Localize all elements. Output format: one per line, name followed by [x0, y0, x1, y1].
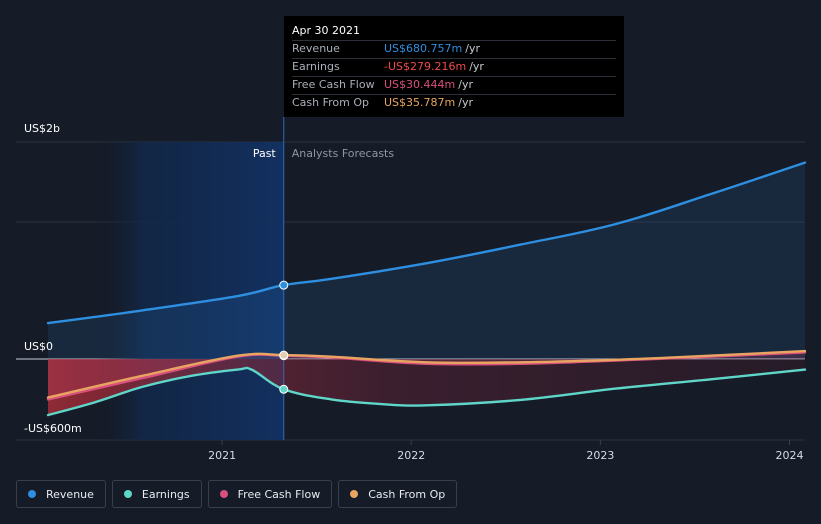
revenue-line	[46, 161, 807, 325]
tooltip-row-value: -US$279.216m	[384, 60, 467, 73]
tooltip-row-label: Free Cash Flow	[292, 78, 375, 91]
revenue-marker[interactable]	[279, 280, 289, 290]
axis-ticks: US$2b US$0 -US$600m 2021 2022 2023 2024	[24, 122, 803, 462]
tooltip-row-unit: /yr	[458, 96, 473, 109]
tooltip-row-value: US$35.787m	[384, 96, 456, 109]
tooltip-row-unit: /yr	[469, 60, 484, 73]
past-region	[95, 142, 284, 440]
x-tick-label: 2022	[397, 449, 425, 462]
past-label: Past	[253, 147, 277, 160]
legend-item-earnings[interactable]: Earnings	[111, 480, 202, 508]
legend-item-free-cash-flow[interactable]: Free Cash Flow	[207, 480, 333, 508]
legend-dot-icon	[219, 490, 228, 498]
earnings-marker[interactable]	[279, 384, 289, 394]
forecast-label: Analysts Forecasts	[292, 147, 395, 160]
legend-dot-icon	[123, 490, 132, 498]
tooltip-rows: Revenue US$680.757m/yr Earnings -US$279.216…	[292, 40, 616, 111]
y-tick-label: -US$600m	[24, 422, 82, 435]
x-tick-label: 2023	[586, 449, 614, 462]
x-tick-label: 2021	[208, 449, 236, 462]
y-tick-label: US$0	[24, 340, 53, 353]
legend: Revenue Earnings Free Cash Flow Cash From O…	[16, 480, 458, 508]
tooltip-row-revenue: Revenue US$680.757m/yr	[292, 40, 616, 57]
y-tick-label: US$2b	[24, 122, 60, 135]
earnings-area	[48, 359, 805, 416]
tooltip-row-label: Cash From Op	[292, 96, 370, 109]
earnings-line	[46, 366, 807, 417]
cash-from-op-line	[46, 349, 807, 399]
series-lines	[46, 161, 807, 417]
tooltip-row-unit: /yr	[465, 42, 480, 55]
x-tick-label: 2024	[775, 449, 803, 462]
tooltip-row-label: Earnings	[292, 60, 340, 73]
tooltip-row-earnings: Earnings -US$279.216m/yr	[292, 58, 616, 75]
legend-label: Free Cash Flow	[237, 487, 321, 501]
data-tooltip: Apr 30 2021 Revenue US$680.757m/yr Earning…	[284, 16, 624, 117]
tooltip-date: Apr 30 2021	[292, 24, 361, 37]
legend-label: Revenue	[46, 487, 94, 501]
legend-item-cash-from-op[interactable]: Cash From Op	[338, 480, 458, 508]
legend-label: Earnings	[141, 487, 190, 501]
highlight-markers	[279, 280, 289, 394]
tooltip-row-value: US$30.444m	[384, 78, 456, 91]
cash-from-op-marker[interactable]	[279, 350, 289, 360]
revenue-area	[48, 162, 805, 359]
tooltip-row-label: Revenue	[292, 42, 340, 55]
tooltip-row-free-cash-flow: Free Cash Flow US$30.444m/yr	[292, 76, 616, 93]
tooltip-row-unit: /yr	[458, 78, 473, 91]
legend-label: Cash From Op	[368, 487, 446, 501]
legend-dot-icon	[28, 490, 36, 498]
tooltip-row-value: US$680.757m	[384, 42, 463, 55]
legend-dot-icon	[350, 490, 359, 498]
legend-item-revenue[interactable]: Revenue	[16, 480, 106, 508]
tooltip-row-cash-from-op: Cash From Op US$35.787m/yr	[292, 94, 616, 111]
